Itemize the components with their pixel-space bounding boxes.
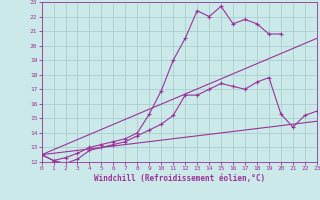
X-axis label: Windchill (Refroidissement éolien,°C): Windchill (Refroidissement éolien,°C) — [94, 174, 265, 183]
